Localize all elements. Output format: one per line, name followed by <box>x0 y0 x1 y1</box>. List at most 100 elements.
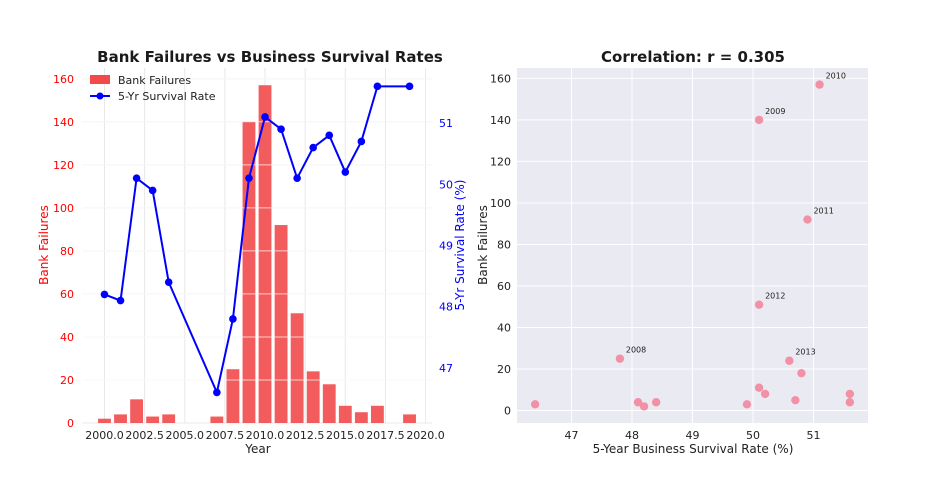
bank-failures-bars <box>82 78 432 424</box>
left-x-tick-label: 2020.0 <box>406 429 445 442</box>
bank-failures-bar <box>226 369 240 423</box>
scatter-point <box>651 398 661 407</box>
survival-rate-line <box>100 82 414 397</box>
survival-rate-point <box>325 131 334 140</box>
bank-failures-bar <box>210 416 224 423</box>
right-y-tick-label-scatter: 120 <box>490 155 511 168</box>
scatter-point <box>845 389 855 399</box>
left-y-tick-label: 40 <box>60 331 74 344</box>
right-x-tick-label: 47 <box>564 429 578 442</box>
scatter-year-label: 2013 <box>795 348 815 357</box>
survival-rate-point <box>309 143 317 152</box>
bank-failures-bar <box>242 121 256 424</box>
survival-rate-point <box>213 388 221 397</box>
left-x-tick-label: 2015.0 <box>326 429 365 442</box>
left-x-tick-label: 2000.0 <box>85 429 124 442</box>
survival-rate-point <box>277 125 285 134</box>
scatter-year-label: 2010 <box>826 72 846 81</box>
bank-failures-bar <box>370 405 384 423</box>
right-y-axis-label: 5-Yr Survival Rate (%) <box>453 180 467 311</box>
left-chart: 2000.0 2002.5 2005.0 2007.5 2010.0 2012.5 2015… <box>37 48 467 456</box>
legend-line-label: 5-Yr Survival Rate <box>118 90 216 103</box>
legend-bar-label: Bank Failures <box>118 74 191 87</box>
left-x-tick-label: 2017.5 <box>366 429 405 442</box>
right-x-tick-label: 48 <box>625 429 639 442</box>
bank-failures-bar <box>403 414 416 423</box>
scatter-points <box>530 80 855 411</box>
bank-failures-bar <box>114 414 127 423</box>
bank-failures-bar <box>290 313 304 423</box>
left-y2-ticks: 47 48 49 50 51 <box>439 117 453 375</box>
scatter-year-label: 2012 <box>765 292 785 301</box>
bank-failures-bar <box>354 412 368 423</box>
left-x-tick-label: 2007.5 <box>206 429 245 442</box>
scatter-point <box>815 80 824 89</box>
survival-rate-point <box>261 113 269 121</box>
right-y-tick-label: 51 <box>439 117 453 130</box>
survival-rate-point <box>293 174 301 182</box>
survival-rate-point <box>357 137 366 146</box>
bank-failures-bar <box>162 414 176 423</box>
right-y-tick-label: 49 <box>439 240 453 253</box>
right-y-ticks: 0 20 40 60 80 100 120 140 160 <box>490 72 511 417</box>
right-y-tick-label-scatter: 80 <box>497 238 511 251</box>
scatter-point <box>742 400 752 409</box>
scatter-year-label: 2009 <box>765 107 785 116</box>
bank-failures-bar <box>274 225 288 423</box>
scatter-point <box>633 398 643 407</box>
survival-rate-point <box>116 296 125 305</box>
bank-failures-bar <box>98 418 111 423</box>
left-y-ticks: 0 20 40 60 80 100 120 140 160 <box>53 73 74 430</box>
bank-failures-bar <box>322 384 336 423</box>
left-y-tick-label: 60 <box>60 288 74 301</box>
scatter-annotations: 2008 2009 2012 2013 2011 2010 <box>626 72 846 357</box>
right-y-tick-label-scatter: 160 <box>490 72 511 85</box>
survival-rate-point <box>100 290 109 299</box>
survival-rate-point <box>229 315 237 323</box>
scatter-year-label: 2011 <box>813 207 833 216</box>
right-x-tick-label: 51 <box>807 429 821 442</box>
left-x-ticks: 2000.0 2002.5 2005.0 2007.5 2010.0 2012.5 2015… <box>85 429 445 442</box>
left-y-tick-label: 20 <box>60 374 74 387</box>
survival-rate-point <box>341 168 350 176</box>
right-x-axis-label: 5-Year Business Survival Rate (%) <box>593 442 794 456</box>
scatter-point <box>803 215 812 224</box>
left-y-axis-label: Bank Failures <box>37 205 51 285</box>
scatter-point <box>639 402 649 411</box>
scatter-point <box>797 368 806 378</box>
survival-rate-point <box>132 174 141 182</box>
right-x-tick-label: 50 <box>746 429 760 442</box>
left-y-tick-label: 160 <box>53 73 74 86</box>
scatter-point <box>791 395 800 405</box>
survival-rate-point <box>245 174 253 182</box>
scatter-year-label: 2008 <box>626 346 646 355</box>
right-y-tick-label: 48 <box>439 301 453 314</box>
right-y-tick-label: 50 <box>439 178 453 191</box>
right-y-tick-label-scatter: 20 <box>497 363 511 376</box>
left-x-tick-label: 2002.5 <box>125 429 164 442</box>
left-x-axis-label: Year <box>244 442 270 456</box>
right-y-tick-label-scatter: 60 <box>497 280 511 293</box>
bank-failures-bar <box>258 85 272 423</box>
right-y-tick-label: 47 <box>439 362 453 375</box>
left-y-tick-label: 0 <box>67 417 74 430</box>
survival-rate-point <box>405 82 414 91</box>
left-x-tick-label: 2005.0 <box>166 429 205 442</box>
right-x-tick-label: 49 <box>686 429 700 442</box>
scatter-point <box>615 354 625 363</box>
scatter-point <box>785 356 794 365</box>
bank-failures-bar <box>130 399 144 423</box>
left-y-tick-label: 100 <box>53 202 74 215</box>
scatter-point <box>754 115 764 125</box>
bank-failures-bar <box>306 371 320 423</box>
left-plot-area <box>82 68 432 423</box>
survival-rate-point <box>373 82 382 91</box>
bank-failures-bar <box>146 416 160 423</box>
scatter-point <box>845 398 855 407</box>
scatter-point <box>754 383 764 392</box>
legend: Bank Failures 5-Yr Survival Rate <box>90 74 216 103</box>
bank-failures-bar <box>338 405 352 423</box>
right-y-tick-label-scatter: 100 <box>490 197 511 210</box>
left-chart-title: Bank Failures vs Business Survival Rates <box>97 48 443 66</box>
